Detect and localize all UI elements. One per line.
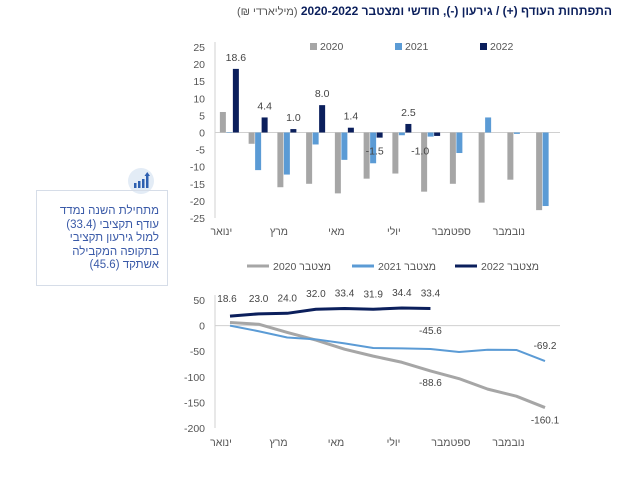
line-data-label: 18.6	[217, 294, 237, 305]
bar-2022	[434, 132, 441, 136]
y-tick-label: -150	[184, 397, 205, 409]
bar-2021	[542, 132, 549, 207]
bar-2020	[219, 111, 226, 133]
bar-data-label: 1.4	[344, 111, 359, 123]
line-series	[229, 324, 546, 362]
legend-label: מצטבר 2022	[481, 261, 539, 273]
x-tick-label: יולי	[387, 226, 401, 238]
bar-2020	[507, 132, 514, 180]
line-data-label: 34.4	[392, 288, 412, 299]
x-tick-label: מרץ	[270, 226, 288, 238]
legend-label: 2022	[490, 41, 514, 53]
bar-2021	[513, 132, 520, 134]
bar-2020	[248, 132, 255, 144]
y-tick-label: -50	[190, 346, 205, 358]
title-main: התפתחות העודף (+) / גירעון (-), חודשי ומ…	[300, 4, 612, 18]
x-tick-label: נובמבר	[493, 226, 525, 238]
x-tick-label: נובמבר	[492, 437, 524, 449]
y-tick-label: 10	[193, 93, 205, 105]
legend-swatch	[480, 43, 487, 50]
y-tick-label: -200	[184, 423, 205, 435]
bar-2021	[255, 132, 262, 171]
bar-data-label: 4.4	[257, 100, 272, 112]
legend-label: מצטבר 2020	[273, 261, 331, 273]
bar-2021	[456, 132, 463, 154]
bar-data-label: 8.0	[315, 88, 330, 100]
bar-data-label: -1.0	[411, 146, 429, 158]
bar-2021	[485, 117, 492, 133]
bar-2021	[312, 132, 319, 145]
line-data-label: -69.2	[534, 341, 557, 352]
legend-label: 2020	[320, 41, 344, 53]
bar-2022	[376, 132, 383, 138]
bar-2021	[398, 132, 405, 136]
line-series	[229, 306, 431, 318]
line-data-label: 33.4	[421, 288, 441, 299]
y-tick-label: -20	[190, 196, 205, 208]
legend-swatch	[395, 43, 402, 50]
x-tick-label: יולי	[387, 437, 401, 449]
y-tick-label: 0	[199, 128, 205, 140]
bar-data-label: 2.5	[401, 107, 416, 119]
x-tick-label: מאי	[328, 437, 345, 449]
bar-2022	[232, 68, 239, 133]
bar-2020	[363, 132, 370, 179]
y-tick-label: 15	[193, 76, 205, 88]
bar-2022	[319, 105, 326, 133]
chart-title: התפתחות העודף (+) / גירעון (-), חודשי ומ…	[237, 4, 612, 18]
bar-2021	[370, 132, 377, 164]
y-tick-label: -15	[190, 179, 205, 191]
legend-label: מצטבר 2021	[378, 261, 436, 273]
legend-swatch	[310, 43, 317, 50]
x-tick-label: ינואר	[210, 437, 232, 449]
bar-data-label: -1.5	[366, 146, 384, 158]
bar-2020	[536, 132, 543, 211]
bar-2022	[290, 129, 297, 133]
line-series	[229, 321, 546, 409]
line-data-label: 31.9	[363, 289, 383, 300]
bar-2021	[427, 132, 434, 137]
y-tick-label: 50	[193, 295, 205, 307]
y-tick-label: 25	[193, 42, 205, 54]
x-tick-label: ינואר	[211, 226, 233, 238]
bar-2020	[334, 132, 341, 194]
line-data-label: -88.6	[419, 378, 442, 389]
bar-chart-growth-icon	[128, 168, 154, 194]
bar-data-label: 1.0	[286, 112, 301, 124]
y-tick-label: -10	[190, 162, 205, 174]
bar-2022	[405, 123, 412, 133]
line-data-label: 33.4	[335, 288, 355, 299]
bar-2022	[347, 127, 354, 133]
line-data-label: 32.0	[306, 289, 326, 300]
y-tick-label: 5	[199, 110, 205, 122]
bar-2021	[283, 132, 290, 175]
legend-label: 2021	[405, 41, 429, 53]
summary-note: מתחילת השנה נמדד עודף תקציבי (33.4) למול…	[36, 190, 168, 286]
y-tick-label: 0	[199, 321, 205, 333]
y-tick-label: -100	[184, 372, 205, 384]
x-tick-label: מאי	[328, 226, 345, 238]
x-tick-label: מרץ	[269, 437, 287, 449]
line-data-label: -45.6	[419, 326, 442, 337]
line-data-label: -160.1	[531, 416, 560, 427]
y-tick-label: 20	[193, 59, 205, 71]
bar-2020	[421, 132, 428, 192]
x-tick-label: ספטמבר	[432, 226, 471, 238]
line-data-label: 24.0	[278, 293, 298, 304]
y-tick-label: -25	[190, 213, 205, 225]
bar-2020	[392, 132, 399, 174]
y-tick-label: -5	[196, 145, 205, 157]
x-tick-label: ספטמבר	[431, 437, 470, 449]
bar-2021	[226, 132, 233, 133]
bar-2022	[261, 117, 268, 133]
bar-2020	[478, 132, 485, 203]
bar-2020	[449, 132, 456, 184]
title-unit: (מיליארדי ₪)	[236, 6, 298, 18]
line-data-label: 23.0	[249, 294, 269, 305]
bar-2021	[341, 132, 348, 160]
bar-data-label: 18.6	[226, 52, 247, 64]
bar-2020	[277, 132, 284, 188]
bar-2020	[306, 132, 313, 184]
